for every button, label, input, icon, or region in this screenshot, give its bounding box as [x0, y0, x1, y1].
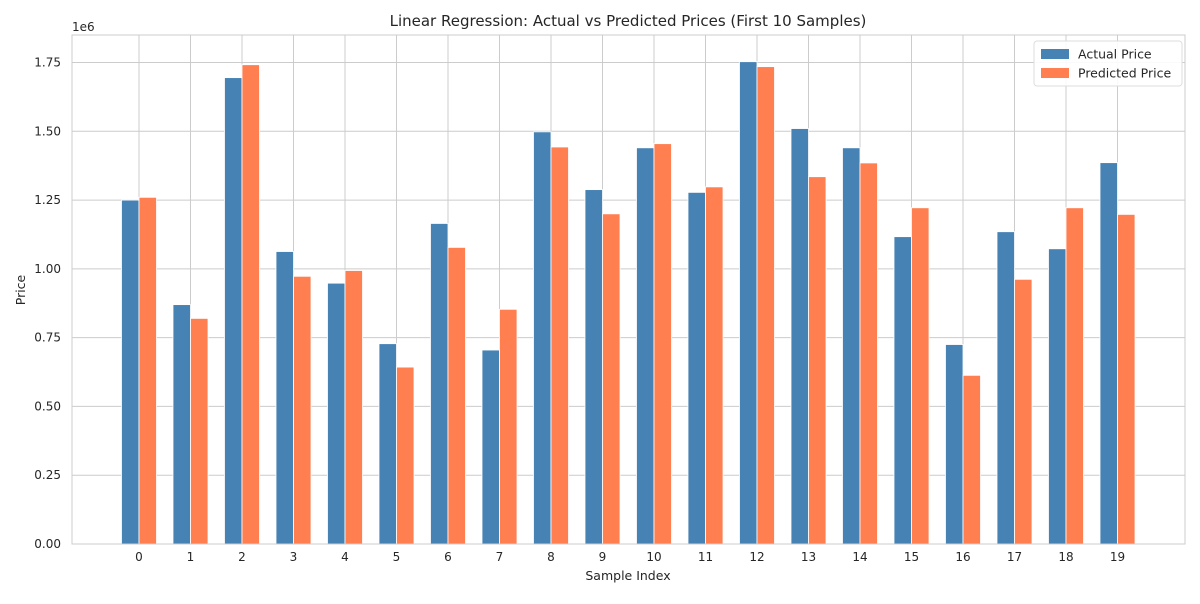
bar-actual-price — [327, 282, 346, 545]
x-tick-label: 9 — [599, 550, 607, 564]
plot-frame — [71, 34, 1186, 545]
bar-actual-price — [224, 77, 243, 545]
x-tick-label: 7 — [496, 550, 504, 564]
x-tick-label: 10 — [646, 550, 661, 564]
bar-predicted-price — [602, 213, 621, 545]
x-tick-label: 2 — [238, 550, 246, 564]
bar-predicted-price — [1014, 278, 1033, 545]
y-tick-label: 0.25 — [34, 468, 61, 482]
bar-actual-price — [1048, 248, 1067, 545]
x-tick-label: 4 — [341, 550, 349, 564]
bar-actual-price — [172, 304, 191, 545]
bar-actual-price — [121, 199, 140, 545]
x-tick-label: 13 — [801, 550, 816, 564]
bar-predicted-price — [241, 64, 260, 545]
y-tick-label: 1.50 — [34, 124, 61, 138]
bar-actual-price — [790, 128, 809, 545]
legend-box — [1033, 40, 1183, 87]
bar-predicted-price — [808, 176, 827, 545]
bar-actual-price — [636, 147, 655, 545]
bar-actual-price — [275, 251, 294, 545]
y-tick-label: 0.75 — [34, 331, 61, 345]
y-axis-label: Price — [13, 274, 28, 305]
bar-predicted-price — [138, 196, 157, 545]
bar-predicted-price — [447, 247, 466, 545]
axes: 0.000.250.500.751.001.251.501.750 1 2 3 4 5 6 7… — [34, 34, 1186, 564]
x-tick-label: 0 — [135, 550, 143, 564]
y-offset-label: 1e6 — [72, 20, 95, 34]
x-tick-label: 12 — [749, 550, 764, 564]
bar-predicted-price — [396, 366, 415, 545]
x-tick-label: 1 — [187, 550, 195, 564]
y-tick-label: 0.00 — [34, 537, 61, 551]
y-tick-label: 0.50 — [34, 399, 61, 413]
x-tick-label: 5 — [393, 550, 401, 564]
bar-actual-price — [533, 131, 552, 545]
bar-actual-price — [378, 343, 397, 545]
bar-predicted-price — [911, 207, 930, 545]
bar-actual-price — [1099, 162, 1118, 545]
x-tick-label: 3 — [290, 550, 298, 564]
x-tick-label: 11 — [698, 550, 713, 564]
legend-label: Predicted Price — [1078, 66, 1171, 81]
y-tick-label: 1.25 — [34, 193, 61, 207]
x-tick-label: 15 — [904, 550, 919, 564]
bar-predicted-price — [859, 162, 878, 545]
y-tick-label: 1.00 — [34, 262, 61, 276]
bar-predicted-price — [653, 143, 672, 545]
bar-predicted-price — [1065, 207, 1084, 545]
legend-swatch — [1041, 49, 1069, 59]
bar-actual-price — [687, 191, 706, 545]
x-tick-label: 16 — [955, 550, 970, 564]
x-tick-label: 6 — [444, 550, 452, 564]
y-tick-label: 1.75 — [34, 56, 61, 70]
bar-predicted-price — [1117, 213, 1136, 545]
bar-predicted-price — [705, 186, 724, 545]
bar-actual-price — [893, 236, 912, 545]
bar-actual-price — [842, 147, 861, 545]
x-tick-label: 17 — [1007, 550, 1022, 564]
bar-actual-price — [430, 223, 449, 545]
bar-actual-price — [739, 61, 758, 545]
x-tick-label: 18 — [1058, 550, 1073, 564]
x-tick-label: 19 — [1110, 550, 1125, 564]
bar-actual-price — [481, 349, 500, 545]
x-tick-label: 14 — [852, 550, 867, 564]
bar-predicted-price — [344, 270, 363, 545]
bar-predicted-price — [756, 66, 775, 545]
bar-predicted-price — [190, 317, 209, 545]
bars — [121, 61, 1136, 545]
x-tick-label: 8 — [547, 550, 555, 564]
chart-title: Linear Regression: Actual vs Predicted P… — [390, 12, 867, 30]
bar-actual-price — [584, 189, 603, 545]
legend-swatch — [1041, 68, 1069, 78]
legend-label: Actual Price — [1078, 47, 1152, 62]
bar-predicted-price — [499, 308, 518, 545]
bar-actual-price — [996, 231, 1015, 545]
bar-actual-price — [945, 344, 964, 545]
bar-predicted-price — [293, 275, 312, 545]
bar-predicted-price — [550, 146, 569, 545]
legend: Actual Price Predicted Price — [1033, 40, 1183, 87]
bar-predicted-price — [962, 374, 981, 545]
x-axis-label: Sample Index — [585, 568, 670, 583]
